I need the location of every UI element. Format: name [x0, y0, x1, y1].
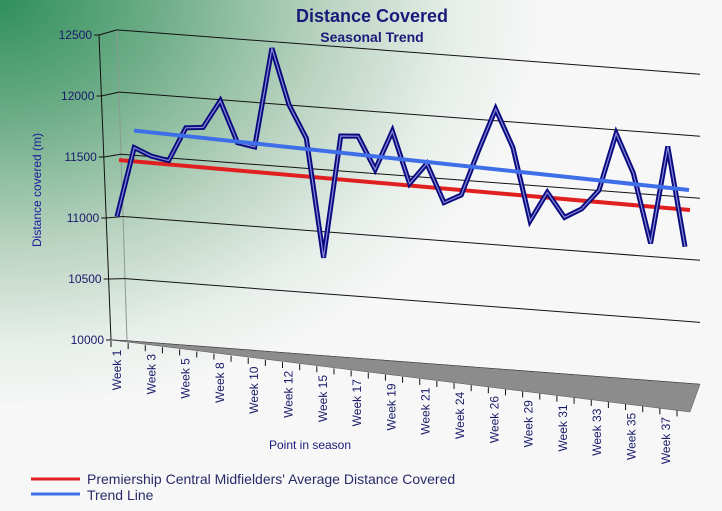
y-tick-label: 11500 [64, 150, 97, 164]
y-tick-label: 10500 [68, 272, 102, 286]
floor-band [110, 339, 701, 413]
x-tick-label: Week 26 [487, 396, 501, 443]
x-tick-label: Week 10 [247, 366, 261, 413]
x-tick-label: Week 3 [144, 354, 158, 395]
x-axis-title: Point in season [269, 438, 351, 452]
x-tick-label: Week 15 [316, 375, 330, 422]
trend-line [133, 128, 690, 192]
legend-label-trend: Trend Line [87, 487, 154, 503]
x-tick-label: Week 17 [350, 379, 364, 426]
gridline [124, 278, 701, 323]
legend: Premiership Central Midfielders' Average… [31, 471, 455, 503]
x-axis-ticks: Week 1 Week 3 Week 5 Week 8 Week 10 Week 12 We… [110, 341, 678, 464]
legend-label-average: Premiership Central Midfielders' Average… [87, 471, 455, 487]
y-tick-label: 11000 [67, 211, 100, 225]
average-line [118, 158, 691, 213]
y-axis-line [98, 34, 112, 341]
x-tick-label: Week 12 [282, 370, 296, 417]
chart-walls [116, 29, 128, 341]
gridlines [98, 29, 701, 385]
x-tick-label: Week 35 [625, 413, 639, 460]
gridline [118, 91, 701, 137]
chart-floor [110, 339, 701, 413]
x-tick-label: Week 5 [179, 358, 193, 399]
gridline [120, 153, 701, 199]
x-tick-label: Week 8 [213, 362, 227, 403]
x-tick-label: Week 37 [659, 417, 673, 464]
gridline-side [98, 29, 118, 36]
x-tick-label: Week 21 [419, 387, 433, 434]
x-tick-label: Week 29 [522, 400, 536, 447]
x-tick-label: Week 33 [590, 408, 604, 455]
y-tick-label: 10000 [71, 333, 105, 347]
y-axis-ticks: 10000 10500 11000 11500 12000 12500 [59, 28, 112, 347]
y-tick-label: 12500 [59, 28, 93, 42]
series-lines [114, 47, 691, 259]
x-tick-label: Week 24 [453, 391, 467, 438]
gridline [122, 215, 701, 261]
x-tick-label: Week 31 [556, 404, 570, 451]
chart-subtitle: Seasonal Trend [320, 29, 423, 45]
y-axis-title: Distance covered (m) [30, 133, 44, 247]
y-tick-label: 12000 [61, 89, 95, 103]
gridline [116, 29, 701, 75]
back-wall-edge [116, 29, 128, 341]
x-tick-label: Week 1 [110, 349, 124, 390]
gridline-side [101, 91, 120, 97]
distance-series-line [114, 47, 688, 259]
gridline-side [106, 215, 124, 219]
chart-title: Distance Covered [296, 6, 448, 26]
gridline-side [103, 153, 122, 158]
x-tick-label: Week 19 [384, 383, 398, 430]
